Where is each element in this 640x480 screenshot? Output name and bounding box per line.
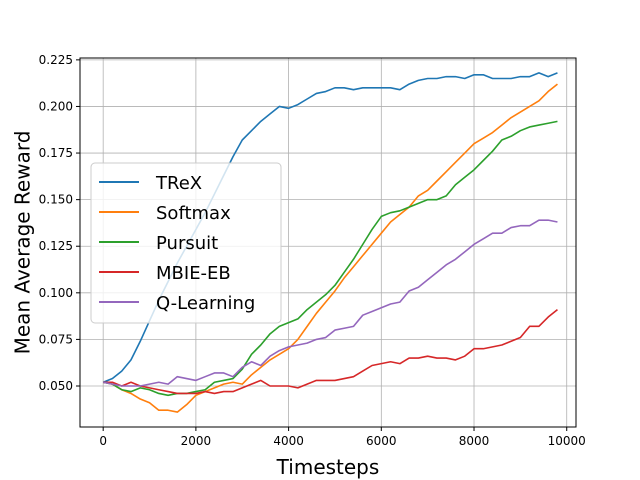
y-axis-ticks: 0.050 0.075 0.100 0.125 0.150 0.175 0.200 0.225 (39, 53, 80, 393)
x-axis-title: Timesteps (276, 455, 380, 479)
y-tick-label: 0.225 (39, 53, 73, 67)
y-tick-label: 0.150 (39, 193, 73, 207)
series-line-softmax (103, 83, 558, 413)
y-tick-label: 0.125 (39, 239, 73, 253)
x-tick-label: 6000 (366, 434, 397, 448)
legend-label: Q-Learning (156, 293, 255, 314)
legend-label: Softmax (156, 203, 231, 224)
series-line-mbie-eb (103, 308, 558, 395)
legend-label: MBIE-EB (156, 263, 231, 284)
y-tick-label: 0.200 (39, 99, 73, 113)
y-tick-label: 0.050 (39, 379, 73, 393)
x-axis-ticks: 0 2000 4000 6000 8000 10000 (99, 427, 586, 448)
x-tick-label: 0 (99, 434, 107, 448)
legend-label: Pursuit (156, 233, 218, 254)
x-tick-label: 2000 (181, 434, 212, 448)
y-tick-label: 0.075 (39, 332, 73, 346)
y-tick-label: 0.100 (39, 286, 73, 300)
x-tick-label: 8000 (459, 434, 490, 448)
x-tick-label: 4000 (273, 434, 304, 448)
plot-area-frame (79, 57, 577, 428)
y-axis-title: Mean Average Reward (11, 131, 35, 355)
legend-box (90, 162, 282, 324)
legend-label: TReX (155, 173, 202, 194)
series-line-q-learning (103, 219, 558, 387)
x-tick-label: 10000 (548, 434, 586, 448)
y-tick-label: 0.175 (39, 146, 73, 160)
series-lines (102, 72, 558, 413)
legend: TReX Softmax Pursuit MBIE-EB Q-Learning (90, 162, 282, 324)
